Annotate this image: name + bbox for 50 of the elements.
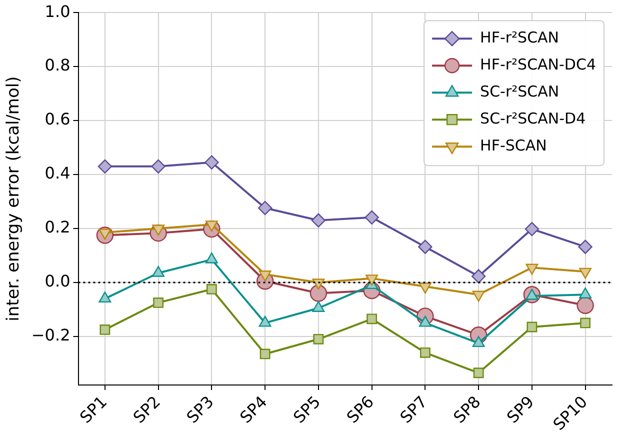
- x-tick-label: SP4: [236, 392, 271, 427]
- point: [151, 159, 166, 174]
- point: [310, 284, 328, 302]
- y-tick-label: 0.4: [44, 164, 70, 183]
- point: [100, 324, 110, 335]
- point: [206, 284, 217, 294]
- x-tick-label: SP9: [503, 392, 538, 427]
- y-tick-label: 0.2: [44, 218, 70, 237]
- legend-label: SC-r²SCAN: [480, 82, 560, 100]
- point: [205, 252, 218, 264]
- y-tick-label: 1.0: [44, 2, 70, 21]
- legend-label: HF-r²SCAN-DC4: [480, 55, 596, 74]
- point: [313, 334, 324, 344]
- x-tick-label: SP8: [450, 392, 484, 427]
- point: [260, 348, 270, 360]
- x-tick-label: SP6: [342, 392, 378, 427]
- point: [312, 301, 325, 312]
- point: [420, 347, 430, 358]
- point: [576, 296, 594, 314]
- point: [258, 200, 272, 216]
- point: [152, 266, 165, 277]
- point: [579, 288, 592, 298]
- point: [578, 240, 592, 254]
- legend-label: HF-SCAN: [480, 136, 547, 154]
- point: [473, 368, 484, 378]
- y-tick-label: 0.6: [44, 110, 70, 129]
- point: [471, 269, 486, 284]
- point: [153, 298, 164, 308]
- point: [364, 210, 379, 225]
- point: [580, 318, 591, 328]
- legend-label: SC-r²SCAN-D4: [480, 109, 586, 128]
- x-tick-label: SP1: [76, 392, 111, 427]
- x-tick-label: SP2: [129, 392, 164, 427]
- point: [366, 314, 378, 324]
- x-tick-label: SP3: [182, 392, 218, 427]
- point: [418, 240, 432, 254]
- y-tick-label: 0.8: [44, 56, 70, 75]
- point: [472, 336, 485, 348]
- point: [258, 316, 272, 327]
- point: [98, 292, 112, 303]
- y-tick-label: 0.0: [44, 272, 70, 291]
- point: [311, 213, 326, 228]
- point: [98, 159, 112, 174]
- x-tick-label: SP5: [290, 392, 324, 427]
- y-tick-label: −0.2: [31, 326, 70, 345]
- y-axis-title: inter. energy error (kcal/mol): [4, 76, 24, 322]
- point: [526, 322, 538, 332]
- point: [204, 155, 219, 170]
- point: [524, 222, 540, 236]
- legend-label: HF-r²SCAN: [480, 28, 560, 46]
